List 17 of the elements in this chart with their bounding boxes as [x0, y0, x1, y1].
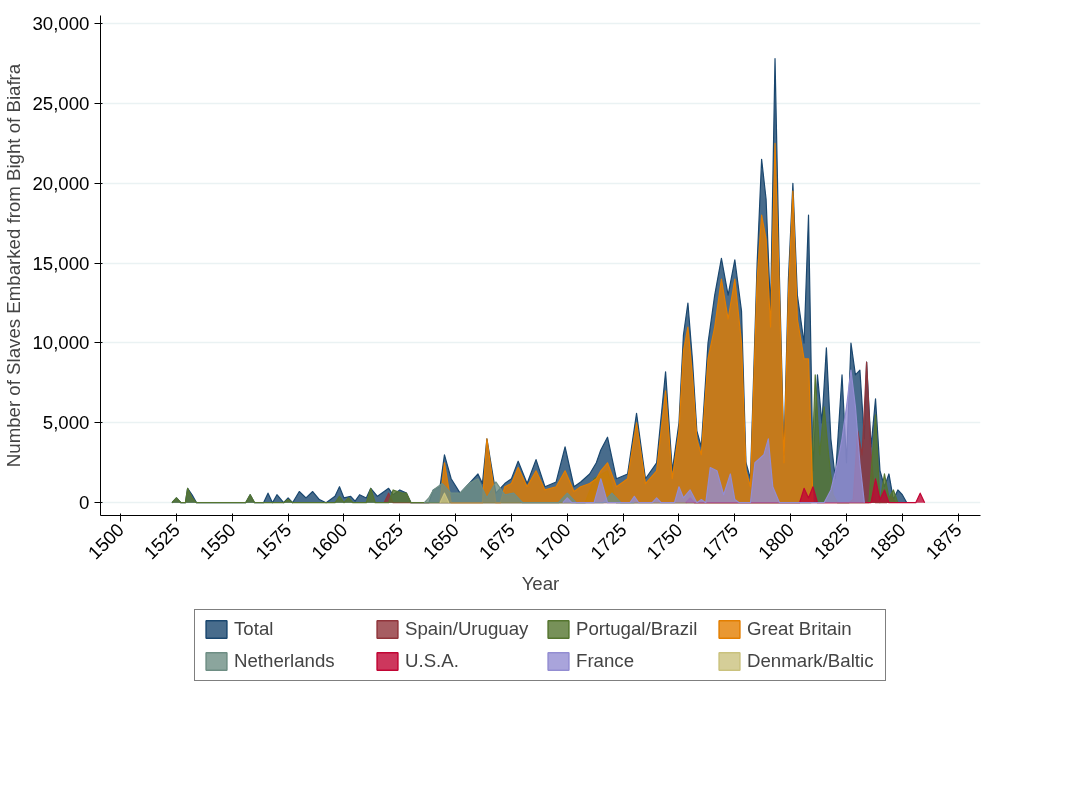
- y-tick-label: 30,000: [32, 12, 90, 34]
- y-tick-label: 0: [79, 492, 90, 514]
- legend-label: U.S.A.: [405, 649, 460, 672]
- legend-label: Great Britain: [747, 617, 853, 640]
- y-tick-label: 5,000: [42, 412, 90, 434]
- legend-label: Portugal/Brazil: [576, 617, 699, 640]
- legend-label: France: [576, 649, 636, 672]
- legend-label: Total: [234, 617, 275, 640]
- y-tick-label: 10,000: [32, 332, 90, 354]
- legend-label: Denmark/Baltic: [747, 649, 875, 672]
- y-tick-label: 15,000: [32, 252, 90, 274]
- y-axis-title: Number of Slaves Embarked from Bight of Biafra: [3, 63, 25, 468]
- y-tick-label: 20,000: [32, 172, 90, 194]
- legend-label: Netherlands: [234, 649, 336, 672]
- legend-label: Spain/Uruguay: [405, 617, 530, 640]
- y-tick-label: 25,000: [32, 92, 90, 114]
- x-axis-title: Year: [521, 573, 560, 595]
